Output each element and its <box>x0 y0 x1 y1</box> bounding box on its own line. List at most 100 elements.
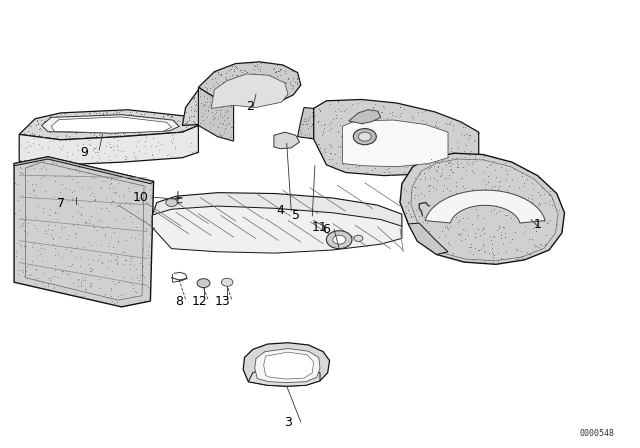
Point <box>447 160 457 168</box>
Point <box>445 167 456 174</box>
Point <box>227 95 237 102</box>
Point <box>374 113 385 121</box>
Point <box>216 91 226 98</box>
Point <box>90 197 100 204</box>
Point <box>134 129 145 137</box>
Point <box>237 75 247 82</box>
Point <box>30 276 40 283</box>
Point <box>442 121 452 128</box>
Point <box>58 267 68 275</box>
Point <box>294 76 304 83</box>
Point <box>255 88 266 95</box>
Point <box>456 229 467 237</box>
Point <box>208 112 218 120</box>
Point <box>49 135 59 142</box>
Point <box>534 174 544 181</box>
Point <box>55 234 65 241</box>
Point <box>67 194 77 201</box>
Point <box>179 112 189 119</box>
Point <box>255 79 266 86</box>
Point <box>122 236 132 243</box>
Point <box>479 248 489 255</box>
Point <box>361 137 371 144</box>
Point <box>90 195 100 202</box>
Point <box>351 164 362 171</box>
Point <box>47 160 58 167</box>
Point <box>86 116 96 124</box>
Point <box>243 80 253 87</box>
Point <box>391 113 401 120</box>
Point <box>506 204 516 211</box>
Point <box>460 236 470 243</box>
Point <box>134 231 144 238</box>
Point <box>333 142 343 150</box>
Point <box>403 198 413 205</box>
Point <box>372 108 383 115</box>
Point <box>89 197 99 204</box>
Point <box>509 165 519 172</box>
Point <box>266 75 276 82</box>
Point <box>205 108 215 115</box>
Point <box>89 174 99 181</box>
Point <box>225 104 235 111</box>
Point <box>307 121 317 128</box>
Point <box>522 176 532 183</box>
Point <box>252 70 262 77</box>
Point <box>460 123 470 130</box>
Point <box>49 221 60 228</box>
Point <box>132 138 143 145</box>
Point <box>45 276 56 283</box>
Point <box>36 116 47 124</box>
Point <box>108 142 118 150</box>
Point <box>10 209 20 216</box>
Point <box>177 114 188 121</box>
Point <box>80 273 90 280</box>
Point <box>304 134 314 141</box>
Point <box>16 242 26 250</box>
Point <box>195 105 205 112</box>
Point <box>484 161 494 168</box>
Point <box>127 274 137 281</box>
Point <box>30 213 40 220</box>
Point <box>156 140 166 147</box>
Point <box>230 80 241 87</box>
Point <box>363 131 373 138</box>
Point <box>88 129 99 136</box>
Point <box>249 66 259 73</box>
Point <box>511 246 522 253</box>
Point <box>125 127 136 134</box>
Point <box>140 218 150 225</box>
Point <box>200 88 210 95</box>
Point <box>285 78 295 85</box>
Point <box>92 227 102 234</box>
Point <box>79 286 90 293</box>
Point <box>324 127 334 134</box>
Point <box>86 212 97 219</box>
Point <box>118 148 129 155</box>
Point <box>37 257 47 264</box>
Point <box>468 251 478 258</box>
Point <box>111 144 122 151</box>
Point <box>60 172 70 179</box>
Point <box>214 108 224 116</box>
Point <box>208 103 218 110</box>
Point <box>125 212 136 220</box>
Point <box>77 164 88 171</box>
Point <box>449 202 460 209</box>
Point <box>91 133 101 140</box>
Point <box>122 119 132 126</box>
Point <box>76 124 86 131</box>
Point <box>349 115 359 122</box>
Point <box>513 255 524 262</box>
Point <box>500 229 510 237</box>
Point <box>395 104 405 111</box>
Point <box>301 117 312 125</box>
Point <box>378 103 388 110</box>
Point <box>372 115 382 122</box>
Point <box>140 150 150 157</box>
Point <box>85 280 95 287</box>
Point <box>265 84 275 91</box>
Point <box>114 120 124 127</box>
Point <box>206 91 216 98</box>
Point <box>211 108 221 115</box>
